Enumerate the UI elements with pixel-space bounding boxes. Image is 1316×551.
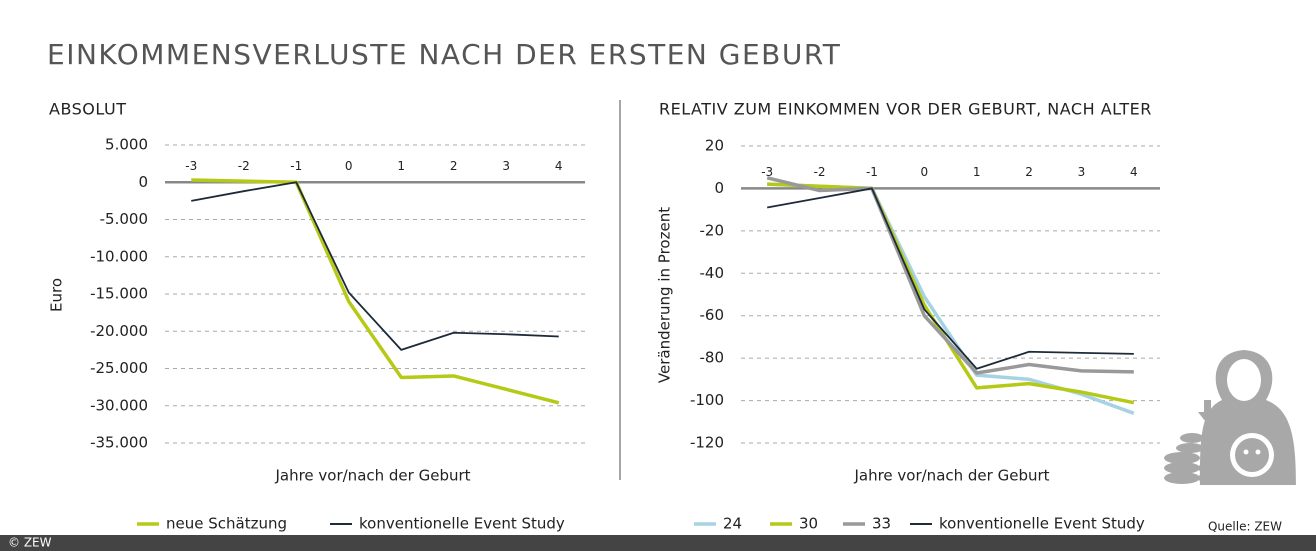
- y-axis-label: Veränderung in Prozent: [656, 207, 674, 383]
- x-axis-label: Jahre vor/nach der Geburt: [274, 467, 470, 485]
- y-tick-label: -20.000: [90, 322, 148, 340]
- legend-label: konventionelle Event Study: [359, 515, 565, 533]
- x-tick-label: -2: [814, 165, 826, 179]
- x-tick-label: 4: [1130, 165, 1138, 179]
- x-tick-label: 1: [397, 159, 405, 173]
- x-tick-label: -3: [185, 159, 197, 173]
- y-tick-label: -30.000: [90, 396, 148, 414]
- y-tick-label: -40: [700, 264, 725, 282]
- x-tick-label: -1: [866, 165, 878, 179]
- series-line: [191, 181, 559, 351]
- x-tick-label: 2: [450, 159, 458, 173]
- x-tick-label: 4: [555, 159, 563, 173]
- y-tick-label: -100: [690, 391, 724, 409]
- footer-bar: [0, 535, 1316, 551]
- y-tick-label: -20: [700, 221, 725, 239]
- y-axis-label: Euro: [48, 278, 66, 312]
- chart-title: ABSOLUT: [49, 100, 127, 119]
- series-line: [767, 187, 1134, 370]
- page-title: EINKOMMENSVERLUSTE NACH DER ERSTEN GEBUR…: [47, 38, 841, 71]
- legend-label: neue Schätzung: [166, 515, 287, 533]
- series-line: [191, 178, 560, 405]
- chart-title: RELATIV ZUM EINKOMMEN VOR DER GEBURT, NA…: [659, 100, 1152, 119]
- y-tick-label: -80: [700, 349, 725, 367]
- y-tick-label: 0: [138, 173, 148, 191]
- y-tick-label: -120: [690, 434, 724, 452]
- mother-icon: [1164, 350, 1296, 485]
- x-tick-label: -3: [761, 165, 773, 179]
- y-tick-label: -35.000: [90, 434, 148, 452]
- y-tick-label: 20: [705, 137, 724, 155]
- y-tick-label: -25.000: [90, 359, 148, 377]
- y-tick-label: 0: [714, 179, 724, 197]
- copyright: © ZEW: [8, 536, 52, 550]
- source: Quelle: ZEW: [1208, 520, 1282, 534]
- x-tick-label: 0: [345, 159, 353, 173]
- series-line: [766, 176, 1134, 375]
- y-tick-label: -60: [700, 306, 725, 324]
- legend-label: 33: [872, 515, 891, 533]
- y-tick-label: -15.000: [90, 285, 148, 303]
- y-tick-label: -5.000: [100, 210, 148, 228]
- y-tick-label: 5.000: [105, 136, 148, 154]
- legend-label: 24: [723, 515, 742, 533]
- y-tick-label: -10.000: [90, 247, 148, 265]
- x-tick-label: 2: [1025, 165, 1033, 179]
- legend-label: konventionelle Event Study: [939, 515, 1145, 533]
- x-tick-label: 0: [920, 165, 928, 179]
- x-tick-label: 3: [502, 159, 510, 173]
- x-tick-label: 1: [973, 165, 981, 179]
- x-tick-label: -2: [238, 159, 250, 173]
- x-tick-label: -1: [290, 159, 302, 173]
- legend-label: 30: [799, 515, 818, 533]
- x-tick-label: 3: [1078, 165, 1086, 179]
- x-axis-label: Jahre vor/nach der Geburt: [853, 467, 1049, 485]
